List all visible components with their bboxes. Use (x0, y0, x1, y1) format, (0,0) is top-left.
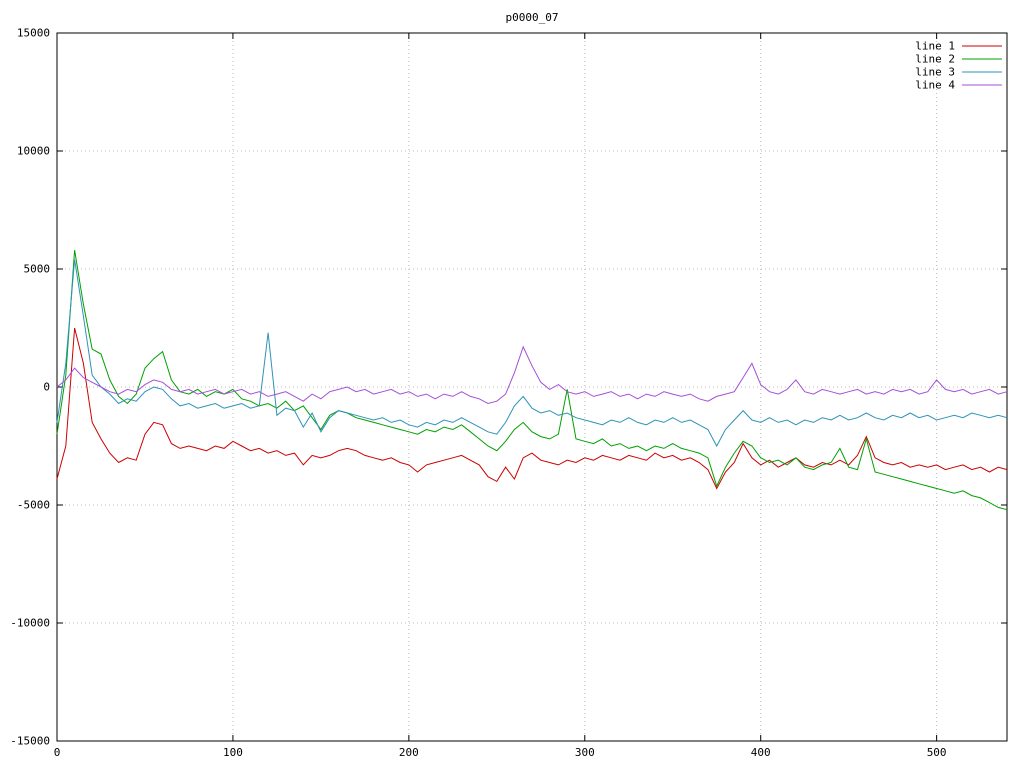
chart-title: p0000_07 (505, 11, 559, 24)
series-line-4 (56, 345, 1008, 405)
legend-label-4: line 4 (915, 79, 955, 92)
y-tick-label: 15000 (17, 27, 50, 40)
plot-border (56, 32, 1008, 742)
series-line-3 (56, 259, 1008, 448)
y-tick-label: 5000 (24, 263, 51, 276)
x-tick-label: 500 (927, 746, 947, 759)
y-tick-label: -5000 (17, 499, 50, 512)
x-tick-label: 300 (575, 746, 595, 759)
y-tick-label: 10000 (17, 145, 50, 158)
series-line-2 (56, 250, 1008, 511)
series-line-1 (56, 327, 1008, 490)
y-tick-label: -10000 (10, 617, 50, 630)
legend-label-1: line 1 (915, 40, 955, 53)
x-tick-label: 200 (399, 746, 419, 759)
x-tick-label: 0 (54, 746, 61, 759)
y-tick-label: 0 (43, 381, 50, 394)
legend-label-3: line 3 (915, 66, 955, 79)
x-tick-label: 400 (751, 746, 771, 759)
x-tick-label: 100 (223, 746, 243, 759)
legend-label-2: line 2 (915, 53, 955, 66)
y-tick-label: -15000 (10, 735, 50, 748)
